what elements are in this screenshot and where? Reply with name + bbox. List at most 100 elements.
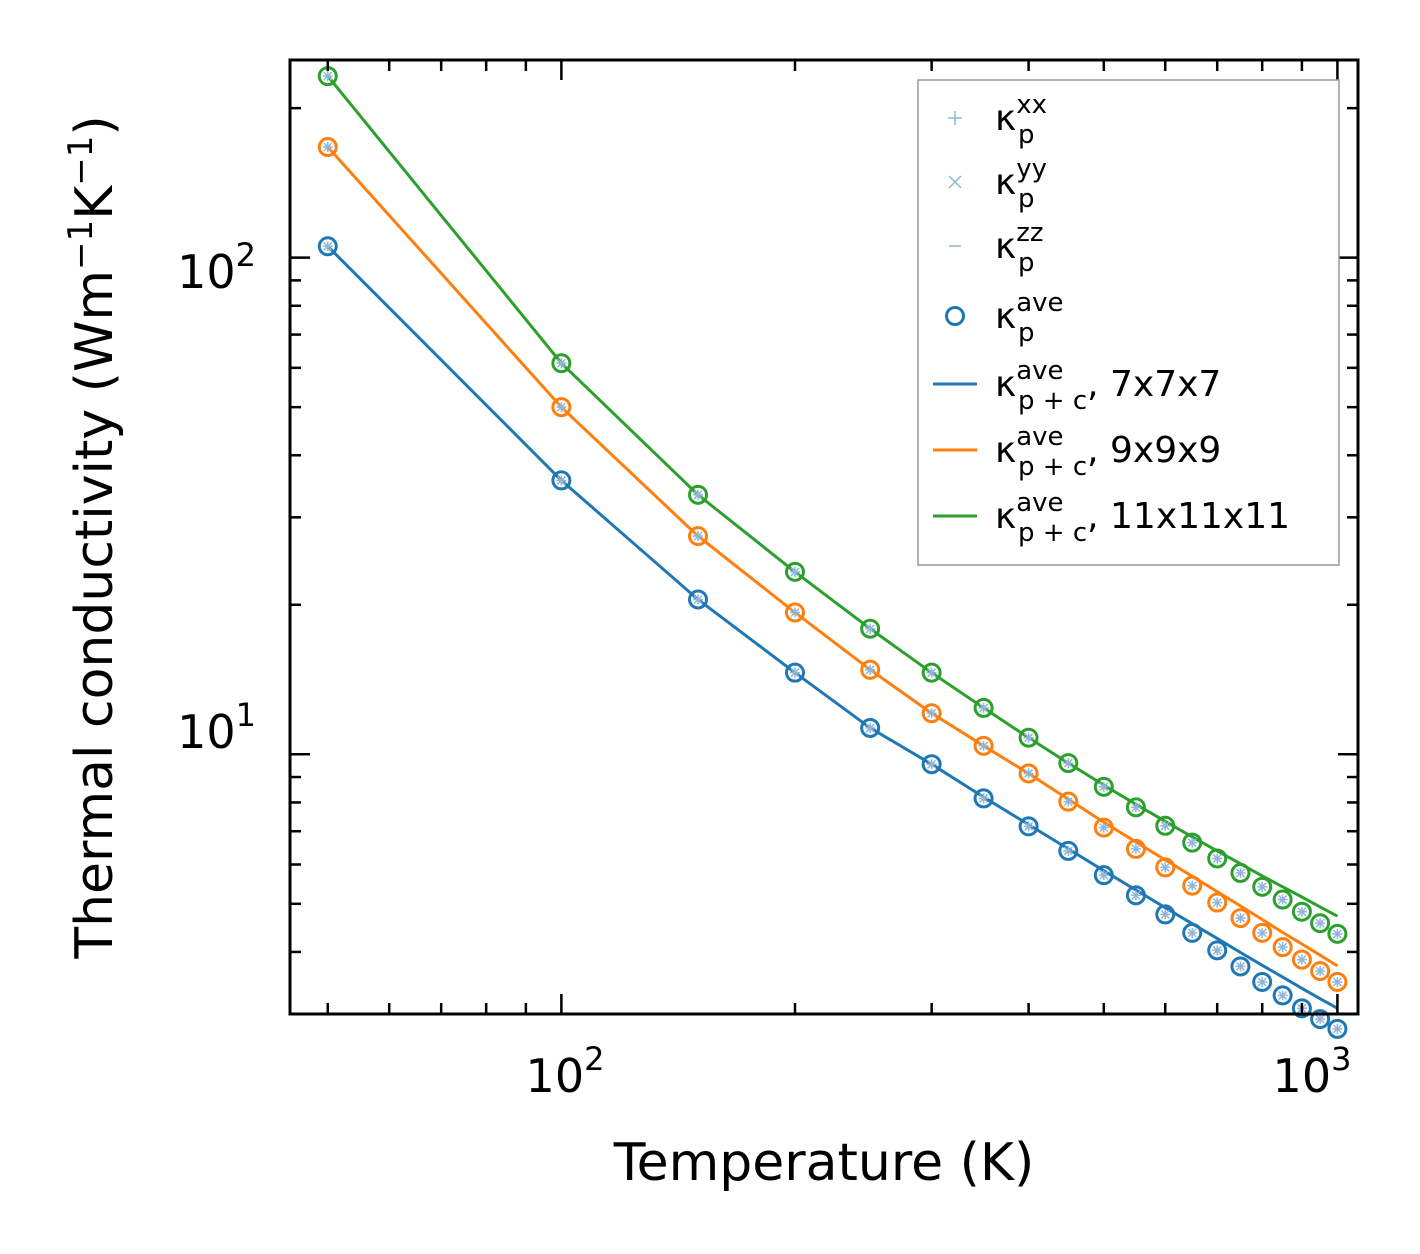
marker-ave [1327, 923, 1348, 944]
series-line-7x7x7 [326, 245, 1339, 1010]
marker-ave [551, 397, 572, 418]
data-point-9x9x9-450 [1058, 791, 1079, 812]
marker-ave [1093, 776, 1114, 797]
data-point-7x7x7-800 [1252, 971, 1273, 992]
data-point-7x7x7-200 [784, 662, 805, 683]
marker-yy-b [1099, 823, 1109, 833]
marker-ave [973, 788, 994, 809]
marker-ave [1093, 817, 1114, 838]
marker-yy-b [1187, 928, 1197, 938]
data-point-11x11x11-100 [551, 353, 572, 374]
marker-yy-b [323, 71, 333, 81]
marker-yy-b [1187, 881, 1197, 891]
marker-yy-b [1099, 870, 1109, 880]
data-point-9x9x9-900 [1291, 949, 1312, 970]
marker-ave [1182, 875, 1203, 896]
data-point-9x9x9-200 [784, 602, 805, 623]
marker-yy-b [1278, 990, 1288, 1000]
marker-yy-b [1212, 853, 1222, 863]
marker-ave [1327, 1018, 1348, 1039]
data-point-9x9x9-100 [551, 397, 572, 418]
marker-ave [1252, 876, 1273, 897]
data-point-11x11x11-800 [1252, 876, 1273, 897]
data-point-9x9x9-600 [1155, 857, 1176, 878]
marker-ave [1310, 961, 1331, 982]
marker-ave [1155, 857, 1176, 878]
data-point-7x7x7-850 [1272, 985, 1293, 1006]
marker-yy-b [323, 241, 333, 251]
data-point-7x7x7-950 [1310, 1009, 1331, 1030]
data-point-7x7x7-150 [688, 589, 709, 610]
marker-ave [688, 526, 709, 547]
marker-yy-b [1235, 913, 1245, 923]
marker-yy-b [1257, 882, 1267, 892]
data-point-9x9x9-150 [688, 526, 709, 547]
marker-yy-b [1235, 868, 1245, 878]
data-point-9x9x9-650 [1182, 875, 1203, 896]
marker-ave [1272, 937, 1293, 958]
marker-yy-b [693, 490, 703, 500]
marker-ave [1327, 971, 1348, 992]
marker-yy-b [1160, 909, 1170, 919]
marker-ave [860, 717, 881, 738]
data-point-9x9x9-1000 [1327, 971, 1348, 992]
marker-ave [1310, 913, 1331, 934]
marker-ave [1058, 840, 1079, 861]
marker-yy-b [865, 665, 875, 675]
y-axis-label-exp2: −1 [61, 136, 101, 186]
marker-ave [1252, 922, 1273, 943]
data-point-11x11x11-500 [1093, 776, 1114, 797]
marker-ave [551, 470, 572, 491]
marker-ave [1125, 838, 1146, 859]
marker-yy-b [1160, 862, 1170, 872]
plot-frame [288, 58, 1360, 1016]
marker-yy-b [1212, 897, 1222, 908]
marker-yy-b [1332, 977, 1342, 987]
data-point-11x11x11-1000 [1327, 923, 1348, 944]
marker-yy-b [693, 531, 703, 541]
legend-label-1: κyy p [995, 154, 1047, 214]
marker-ave [784, 662, 805, 683]
marker-ave [973, 735, 994, 756]
marker-yy-b [1257, 977, 1267, 987]
marker-ave [921, 703, 942, 724]
y-axis-label-middle: K [65, 184, 125, 220]
data-point-11x11x11-400 [1018, 727, 1039, 748]
marker-yy-b [323, 142, 333, 152]
marker-yy-b [1278, 895, 1288, 905]
marker-ave [1093, 865, 1114, 886]
marker-ave [860, 618, 881, 639]
data-point-9x9x9-750 [1230, 908, 1251, 929]
marker-ave [317, 137, 338, 158]
marker-ave [1182, 922, 1203, 943]
marker-yy-b [927, 708, 937, 718]
data-point-11x11x11-350 [973, 697, 994, 718]
marker-yy-b [927, 759, 937, 769]
marker-yy-b [1131, 802, 1141, 812]
legend-entry-1: κyy p [948, 154, 1047, 214]
marker-yy-b [1212, 945, 1222, 955]
data-point-9x9x9-250 [860, 659, 881, 680]
data-point-11x11x11-50 [317, 66, 338, 87]
marker-ave [1272, 985, 1293, 1006]
marker-yy-b [1187, 838, 1197, 848]
legend-entry-5: κave p + c, 9x9x9 [933, 422, 1221, 482]
marker-yy-b [693, 594, 703, 604]
y-axis-label-close: ) [65, 115, 125, 135]
data-point-7x7x7-350 [973, 788, 994, 809]
data-point-7x7x7-600 [1155, 904, 1176, 925]
marker-ave [1018, 727, 1039, 748]
data-point-7x7x7-250 [860, 717, 881, 738]
marker-yy-b [556, 475, 566, 485]
y-tick-label-100: 102 [177, 236, 256, 299]
data-point-7x7x7-1000 [1327, 1018, 1348, 1039]
y-axis-label-exp1: −1 [61, 220, 101, 270]
legend-cross-marker-b [948, 175, 962, 189]
data-point-7x7x7-300 [921, 754, 942, 775]
axis-ticks [290, 60, 1358, 1016]
marker-yy-b [1024, 821, 1034, 831]
marker-yy-b [1131, 890, 1141, 900]
legend-label-3: κave p [995, 288, 1064, 348]
marker-ave [1252, 971, 1273, 992]
